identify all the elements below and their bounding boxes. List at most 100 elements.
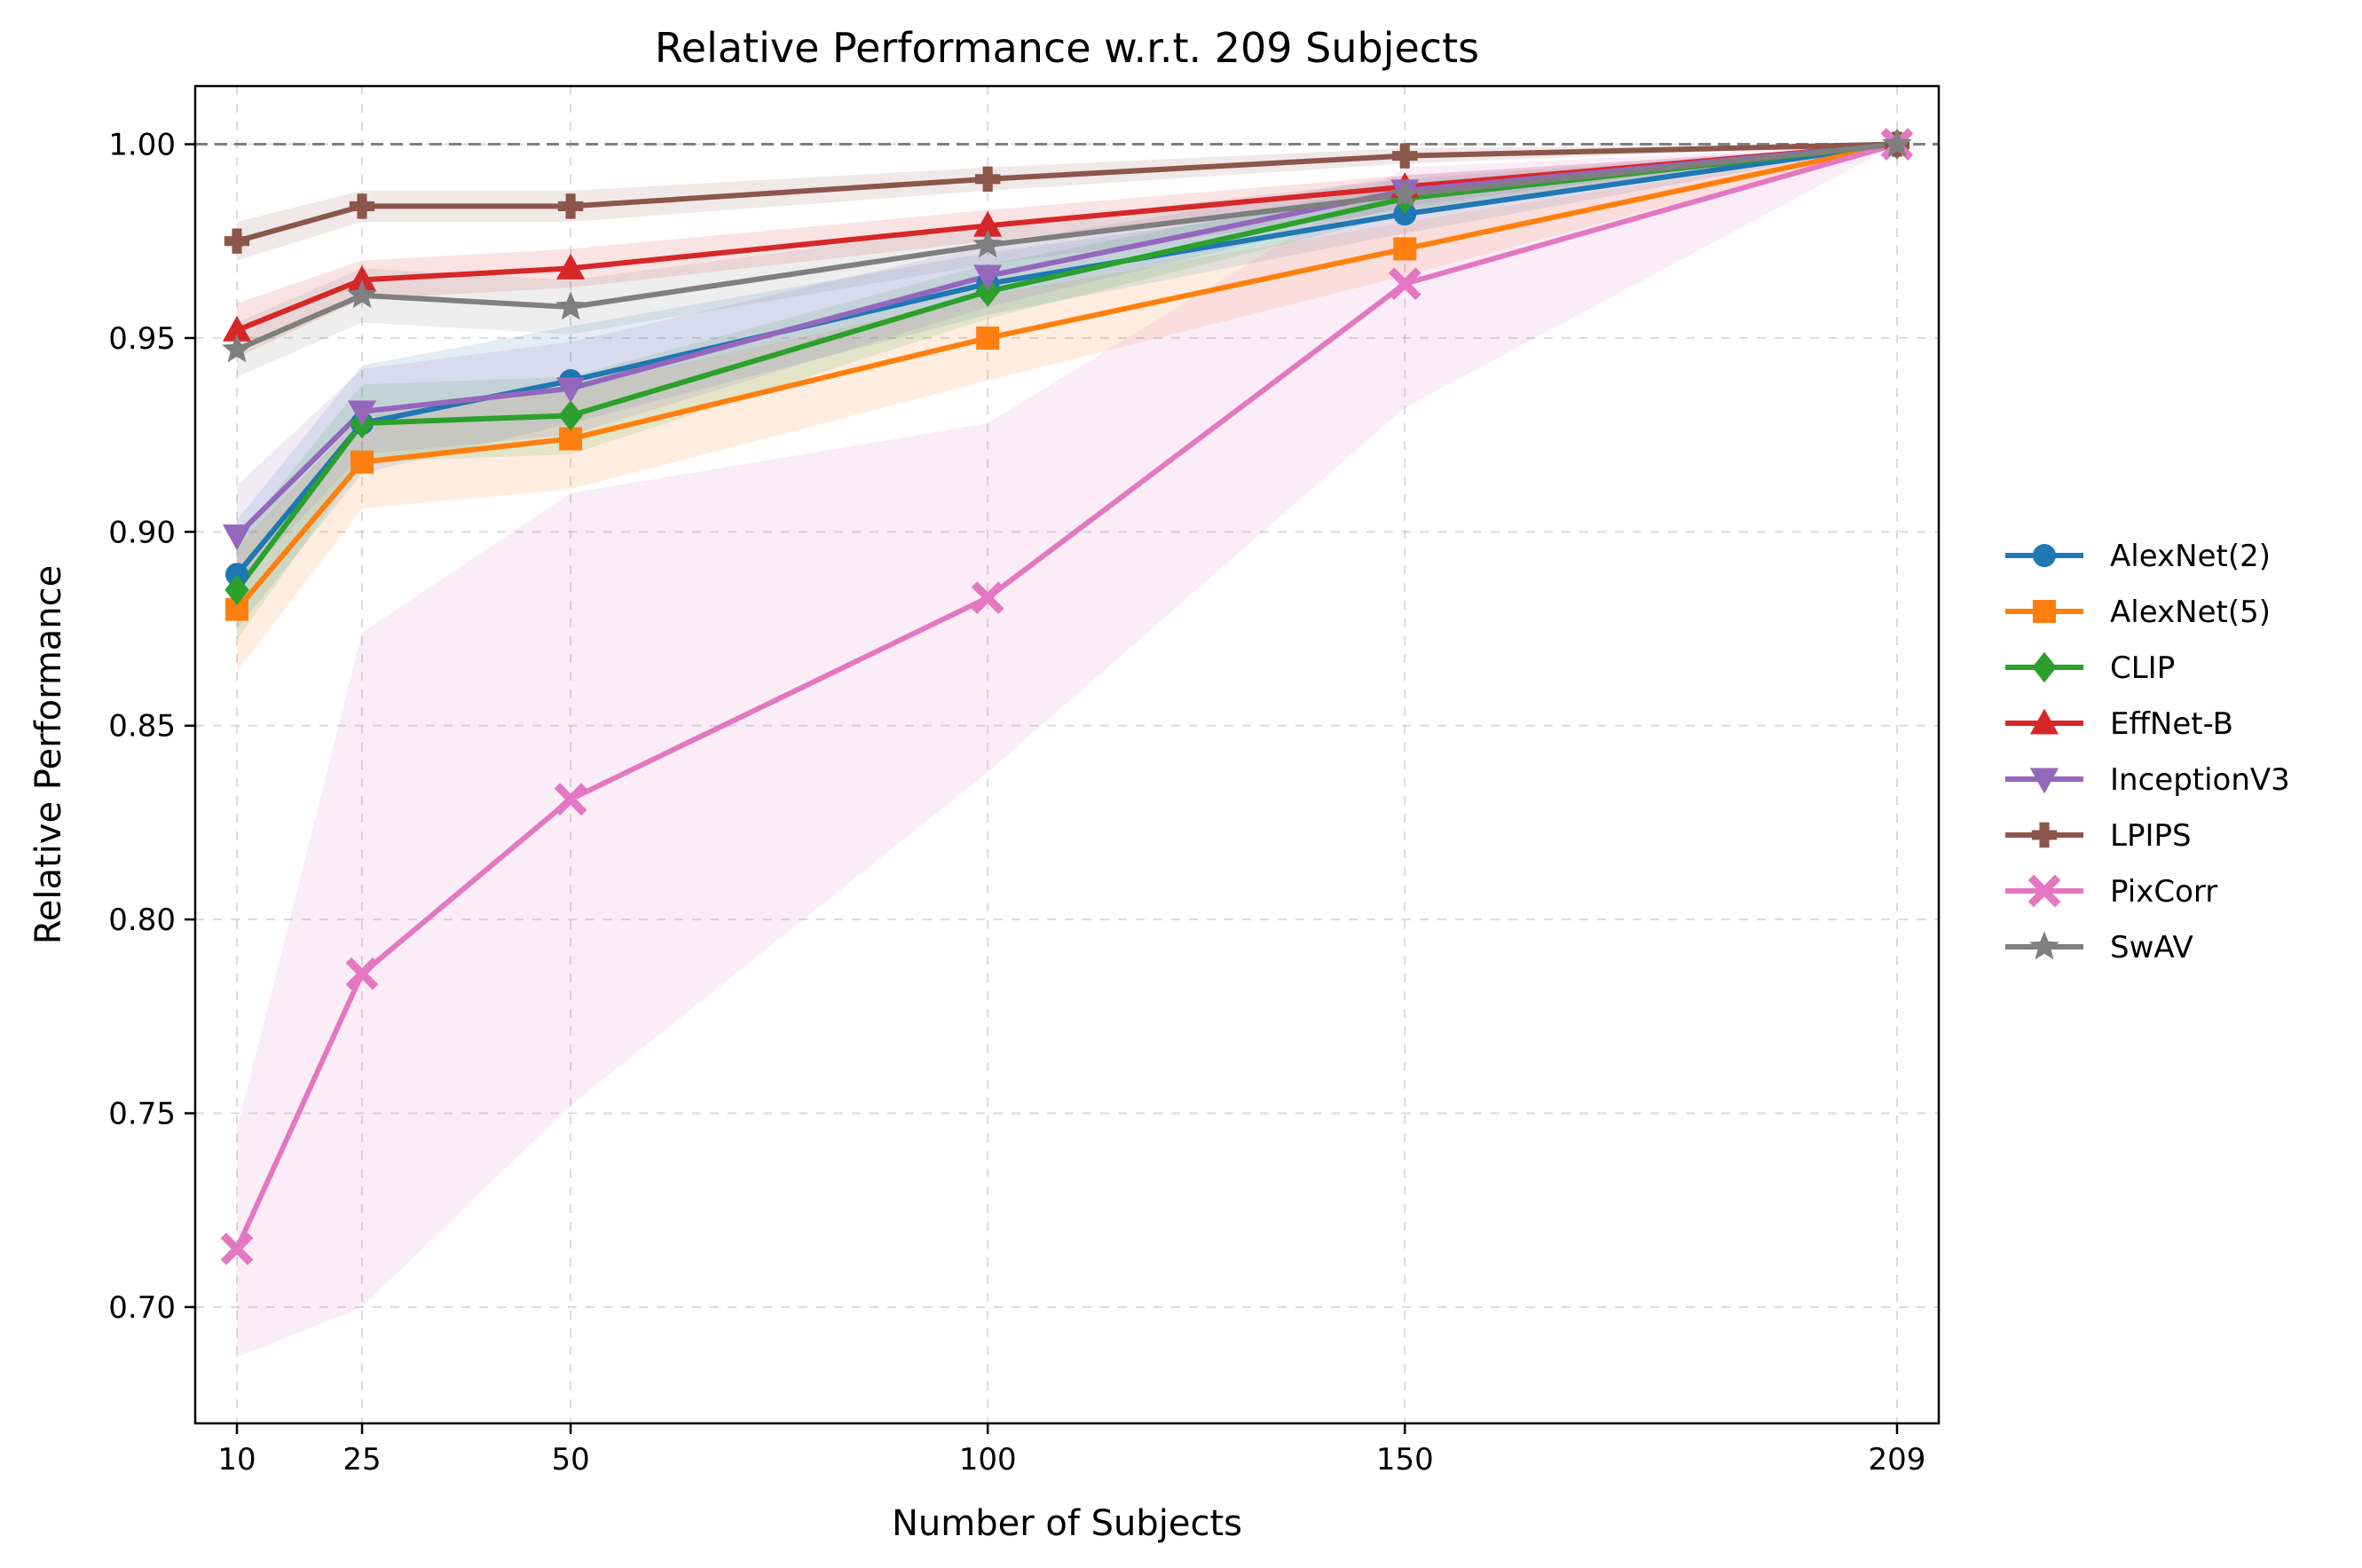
legend-item-clip: CLIP xyxy=(2005,650,2175,686)
legend-item-alexnet-5: AlexNet(5) xyxy=(2005,595,2271,630)
point-pixcorr xyxy=(220,1233,254,1265)
point-alexnet-5 xyxy=(1393,237,1417,261)
legend-item-lpips: LPIPS xyxy=(2005,818,2192,854)
point-swav-shape xyxy=(1390,178,1421,208)
line-inceptionv3 xyxy=(234,141,1898,538)
y-tick-label: 0.80 xyxy=(108,902,176,938)
legend-marker-shape xyxy=(2033,544,2056,567)
point-inceptionv3 xyxy=(347,400,377,427)
point-alexnet-5-shape xyxy=(350,450,374,474)
legend-label: CLIP xyxy=(2110,650,2175,686)
point-inceptionv3-shape xyxy=(555,377,586,404)
point-inceptionv3 xyxy=(555,377,586,404)
point-alexnet-5 xyxy=(350,450,374,474)
legend-marker xyxy=(2029,768,2059,794)
point-lpips-shape xyxy=(974,166,1001,193)
chart-title: Relative Performance w.r.t. 209 Subjects xyxy=(655,24,1479,72)
legend-label: SwAV xyxy=(2110,930,2193,965)
point-lpips xyxy=(1392,143,1418,169)
legend-marker xyxy=(2029,931,2059,960)
point-lpips-shape xyxy=(224,228,250,254)
x-tick-label: 150 xyxy=(1376,1442,1434,1477)
legend-marker xyxy=(2033,600,2056,623)
point-pixcorr xyxy=(1388,267,1421,301)
line-clip xyxy=(234,141,1898,592)
point-lpips-shape xyxy=(557,193,584,219)
point-swav-shape xyxy=(347,280,377,309)
point-pixcorr-shape xyxy=(1388,267,1421,301)
legend-label: LPIPS xyxy=(2110,818,2192,854)
legend-item-pixcorr: PixCorr xyxy=(2005,874,2217,910)
axis-ticks: 10 25 50 100 150 209 0.70 0.75 0.80 0.85 0.90 0.95 1… xyxy=(108,128,1925,1477)
point-clip xyxy=(975,276,1000,307)
legend-marker-shape xyxy=(2029,931,2059,960)
point-pixcorr-shape xyxy=(971,581,1004,614)
point-alexnet-5 xyxy=(559,427,583,451)
point-clip xyxy=(558,400,583,431)
legend-label: InceptionV3 xyxy=(2110,762,2290,798)
legend-marker-shape xyxy=(2031,822,2058,848)
line-effnet-b xyxy=(235,141,1898,333)
line-alexnet-5 xyxy=(234,141,1898,611)
y-tick-label: 0.95 xyxy=(108,321,176,357)
legend-marker-shape xyxy=(2033,600,2056,623)
point-inceptionv3 xyxy=(973,264,1003,291)
legend-marker xyxy=(2032,651,2057,683)
legend-marker xyxy=(2027,874,2061,908)
legend-label: AlexNet(2) xyxy=(2110,539,2271,574)
point-swav xyxy=(972,229,1003,258)
point-swav-shape xyxy=(555,291,586,320)
point-swav-shape xyxy=(1882,128,1912,157)
point-inceptionv3-shape xyxy=(973,264,1003,291)
point-pixcorr xyxy=(345,957,379,990)
point-clip-shape xyxy=(558,400,583,431)
plot-frame xyxy=(193,84,1941,1425)
y-tick-label: 0.85 xyxy=(108,709,176,745)
point-clip-shape xyxy=(224,574,249,606)
legend-label: AlexNet(5) xyxy=(2110,595,2271,630)
legend-marker xyxy=(2031,822,2058,848)
y-tick-label: 0.70 xyxy=(108,1290,176,1326)
x-tick-label: 209 xyxy=(1869,1442,1926,1477)
legend-marker xyxy=(2029,708,2059,735)
point-lpips xyxy=(224,228,250,254)
point-inceptionv3-shape xyxy=(222,524,252,551)
legend-marker-shape xyxy=(2029,768,2059,794)
point-effnet-b-shape xyxy=(555,253,586,280)
legend-label: EffNet-B xyxy=(2110,706,2233,742)
point-pixcorr-shape xyxy=(220,1233,254,1265)
point-lpips-shape xyxy=(1392,143,1418,169)
point-effnet-b xyxy=(555,253,586,280)
point-swav xyxy=(222,334,252,363)
point-inceptionv3 xyxy=(222,524,252,551)
point-pixcorr xyxy=(971,581,1004,614)
x-tick-label: 100 xyxy=(959,1442,1017,1477)
point-clip xyxy=(224,574,249,606)
legend-marker-shape xyxy=(2027,874,2061,908)
point-alexnet-5 xyxy=(976,326,1000,350)
line-lpips xyxy=(236,141,1898,244)
series-markers xyxy=(220,128,1914,1265)
x-axis-title: Number of Subjects xyxy=(892,1503,1242,1544)
legend-marker-shape xyxy=(2032,651,2057,683)
series-lines xyxy=(234,141,1898,1250)
x-tick-label: 50 xyxy=(551,1442,589,1477)
legend-item-swav: SwAV xyxy=(2005,930,2193,965)
legend-item-inceptionv3: InceptionV3 xyxy=(2005,762,2290,798)
point-inceptionv3-shape xyxy=(347,400,377,427)
point-pixcorr xyxy=(554,783,587,816)
band-effnet-b xyxy=(237,144,1897,358)
x-tick-label: 10 xyxy=(217,1442,256,1477)
line-swav xyxy=(235,141,1898,352)
line-pixcorr xyxy=(234,141,1898,1250)
point-alexnet-5-shape xyxy=(976,326,1000,350)
point-pixcorr-shape xyxy=(345,957,379,990)
band-swav xyxy=(237,144,1897,377)
legend-item-alexnet-2: AlexNet(2) xyxy=(2005,539,2271,574)
band-pixcorr xyxy=(237,144,1897,1358)
legend-label: PixCorr xyxy=(2110,874,2217,910)
band-inceptionv3 xyxy=(237,144,1897,587)
